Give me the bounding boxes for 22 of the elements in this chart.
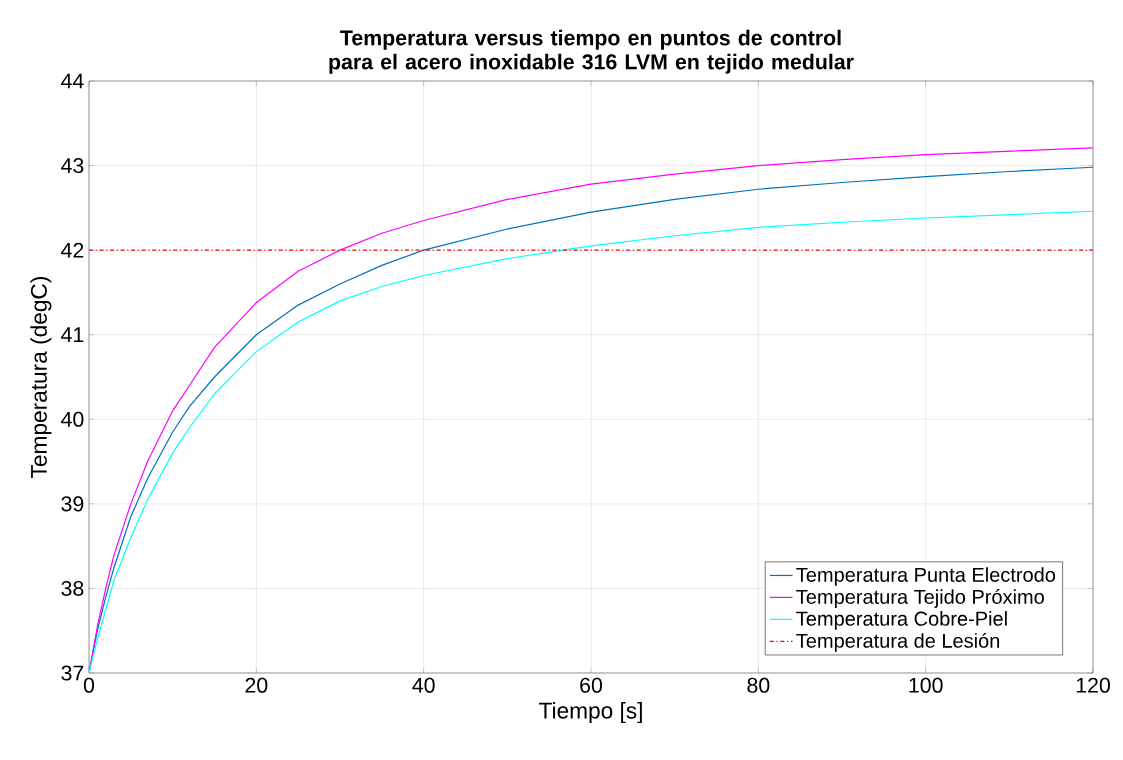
x-tick-label: 100 — [909, 677, 943, 693]
x-axis-title: Tiempo [s] — [539, 701, 642, 724]
chart-title: Temperatura versus tiempo en puntos de control para el acero inoxidable 316 LVM en tejido medular — [329, 29, 854, 74]
y-axis-title: Temperatura (degC) — [30, 277, 52, 478]
x-tick-label: 60 — [580, 677, 603, 693]
y-tick-label: 38 — [61, 580, 84, 596]
y-tick-label: 39 — [61, 496, 84, 512]
legend-label: Temperatura Cobre-Piel — [796, 611, 1007, 630]
x-tick-label: 40 — [412, 677, 435, 693]
legend-label: Temperatura de Lesión — [796, 632, 1000, 652]
y-tick-label: 44 — [61, 73, 84, 89]
x-tick-label: 0 — [83, 677, 95, 693]
legend-label: Temperatura Tejido Próximo — [796, 589, 1044, 608]
y-tick-label: 42 — [61, 242, 84, 258]
legend-label: Temperatura Punta Electrodo — [796, 567, 1056, 586]
x-tick-label: 120 — [1076, 677, 1110, 693]
y-tick-label: 40 — [61, 411, 84, 427]
y-tick-label: 37 — [61, 665, 84, 681]
y-tick-label: 43 — [61, 158, 84, 174]
x-tick-label: 20 — [245, 677, 268, 693]
y-tick-label: 41 — [61, 327, 84, 343]
x-tick-label: 80 — [747, 677, 770, 693]
